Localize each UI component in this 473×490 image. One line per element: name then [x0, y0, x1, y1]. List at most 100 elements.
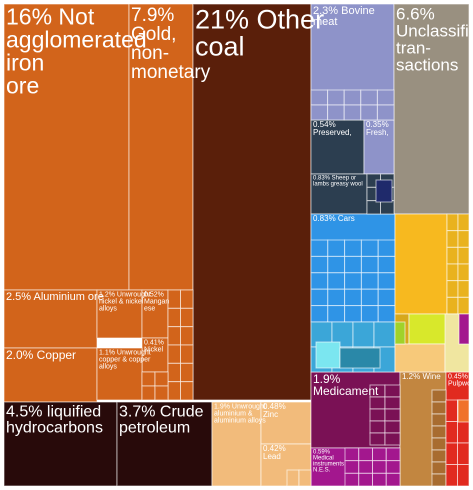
treemap-cell-small	[344, 288, 362, 307]
treemap-cell-small	[375, 179, 393, 203]
treemap-cell-small	[372, 447, 387, 462]
treemap-cell-small	[327, 305, 346, 323]
treemap-cell-small	[180, 307, 194, 328]
treemap-cell-small	[327, 272, 346, 290]
treemap-label: 0.52% Mangan ese	[144, 291, 169, 312]
treemap-cell	[260, 401, 312, 445]
treemap-cell-small	[327, 255, 346, 274]
treemap-cell-small	[358, 472, 373, 487]
treemap-cell-small	[446, 296, 459, 315]
treemap-cell	[3, 347, 98, 403]
treemap-label: 1.1% Unwrought copper & copper alloys	[99, 349, 151, 370]
treemap-cell-small	[445, 399, 458, 422]
treemap-cell-small	[446, 263, 459, 282]
treemap-cell-small	[457, 213, 470, 232]
treemap-cell-small	[327, 239, 346, 257]
treemap-cell-small	[344, 239, 362, 257]
treemap-label: 1.9% Unwrought aluminium & aluminium alloy…	[214, 403, 266, 424]
treemap-cell-small	[377, 305, 396, 323]
treemap-cell-small	[431, 389, 447, 403]
treemap-label: 3.7% Crude petroleum	[119, 403, 204, 436]
treemap-cell-small	[457, 280, 470, 298]
treemap-cell	[96, 289, 143, 339]
treemap-cell-small	[372, 460, 387, 474]
treemap-cell-small	[457, 421, 470, 444]
treemap-cell-small	[457, 442, 470, 465]
treemap-cell-small	[457, 399, 470, 423]
treemap-cell-small	[344, 305, 362, 323]
treemap-cell-small	[385, 460, 401, 474]
treemap-cell-small	[458, 313, 470, 345]
treemap-cell-small	[344, 472, 360, 487]
treemap-cell-small	[431, 461, 447, 475]
treemap-cell-small	[446, 213, 459, 232]
treemap-label: 0.45%Pulpwood	[448, 373, 473, 387]
treemap-cell-small	[310, 89, 329, 106]
treemap-cell	[211, 401, 262, 487]
treemap-label: 2.0% Copper	[6, 348, 76, 362]
treemap-cell	[192, 3, 312, 401]
treemap-cell-small	[377, 272, 396, 290]
treemap-label: 2.3% Bovine meat	[313, 5, 375, 28]
treemap-cell-small	[310, 272, 329, 290]
treemap-cell-small	[360, 255, 379, 274]
treemap-cell-small	[344, 255, 362, 274]
treemap-cell-small	[376, 104, 395, 121]
treemap-cell-small	[373, 321, 396, 348]
treemap-label: 1.2% Wine	[402, 372, 441, 381]
treemap-cell-small	[369, 396, 386, 410]
treemap-cell-small	[431, 425, 447, 439]
treemap-cell-small	[369, 408, 386, 422]
treemap-cell-small	[384, 432, 401, 446]
treemap-cell-small	[154, 371, 169, 387]
treemap-cell-small	[154, 385, 169, 401]
treemap-cell-small	[180, 289, 194, 309]
treemap-cell-small	[344, 460, 360, 474]
treemap-cell-small	[372, 472, 387, 487]
treemap-cell-small	[360, 305, 379, 323]
treemap-cell-small	[445, 421, 458, 444]
treemap-cell-small	[310, 288, 329, 307]
treemap-cell-small	[385, 472, 401, 487]
treemap-cell	[3, 289, 98, 349]
treemap-cell-small	[369, 420, 386, 434]
treemap-label: 2.5% Aluminium ore	[6, 291, 104, 303]
treemap-cell-small	[141, 371, 156, 387]
treemap-label: 6.6%Unclassifiedtran-sactions	[396, 4, 473, 74]
treemap-cell-small	[377, 288, 396, 307]
treemap-cell-small	[457, 230, 470, 248]
treemap-cell-small	[457, 464, 470, 487]
treemap-cell-small	[358, 447, 373, 462]
treemap-label: 0.59% Medical instruments N.E.S.	[313, 449, 344, 473]
treemap-cell-small	[180, 344, 194, 364]
treemap-cell-small	[377, 255, 396, 274]
treemap-cell-small	[167, 362, 181, 383]
treemap-cell-small	[327, 104, 345, 121]
treemap-label: 16% Not agglomerated iron ore	[6, 4, 147, 99]
treemap-cell-small	[377, 239, 396, 257]
treemap-cell-small	[180, 362, 194, 383]
treemap-cell-small	[445, 464, 458, 487]
treemap-cell-small	[310, 305, 329, 323]
treemap-label: 0.54% Preserved,	[313, 120, 352, 137]
treemap-cell-small	[310, 104, 329, 121]
treemap-cell-small	[369, 432, 386, 446]
treemap-label: 0.48% Zinc	[263, 402, 286, 419]
treemap-cell	[96, 347, 143, 401]
treemap-label: 0.35% Fresh,	[366, 120, 389, 137]
treemap-cell-small	[327, 89, 345, 106]
treemap-cell-small	[327, 288, 346, 307]
treemap-cell-small	[446, 246, 459, 265]
treemap-cell-small	[457, 263, 470, 282]
treemap-cell-small	[167, 289, 181, 309]
treemap-cell-small	[167, 307, 181, 328]
treemap-cell-small	[167, 326, 181, 346]
treemap-cell	[116, 401, 213, 487]
treemap-label: 1.9% Medicament	[313, 372, 379, 398]
treemap-cell-small	[384, 408, 401, 422]
treemap-cell-small	[376, 89, 395, 106]
treemap-cell-small	[344, 447, 360, 462]
treemap-cell-small	[394, 343, 446, 373]
treemap-cell-small	[180, 326, 194, 346]
